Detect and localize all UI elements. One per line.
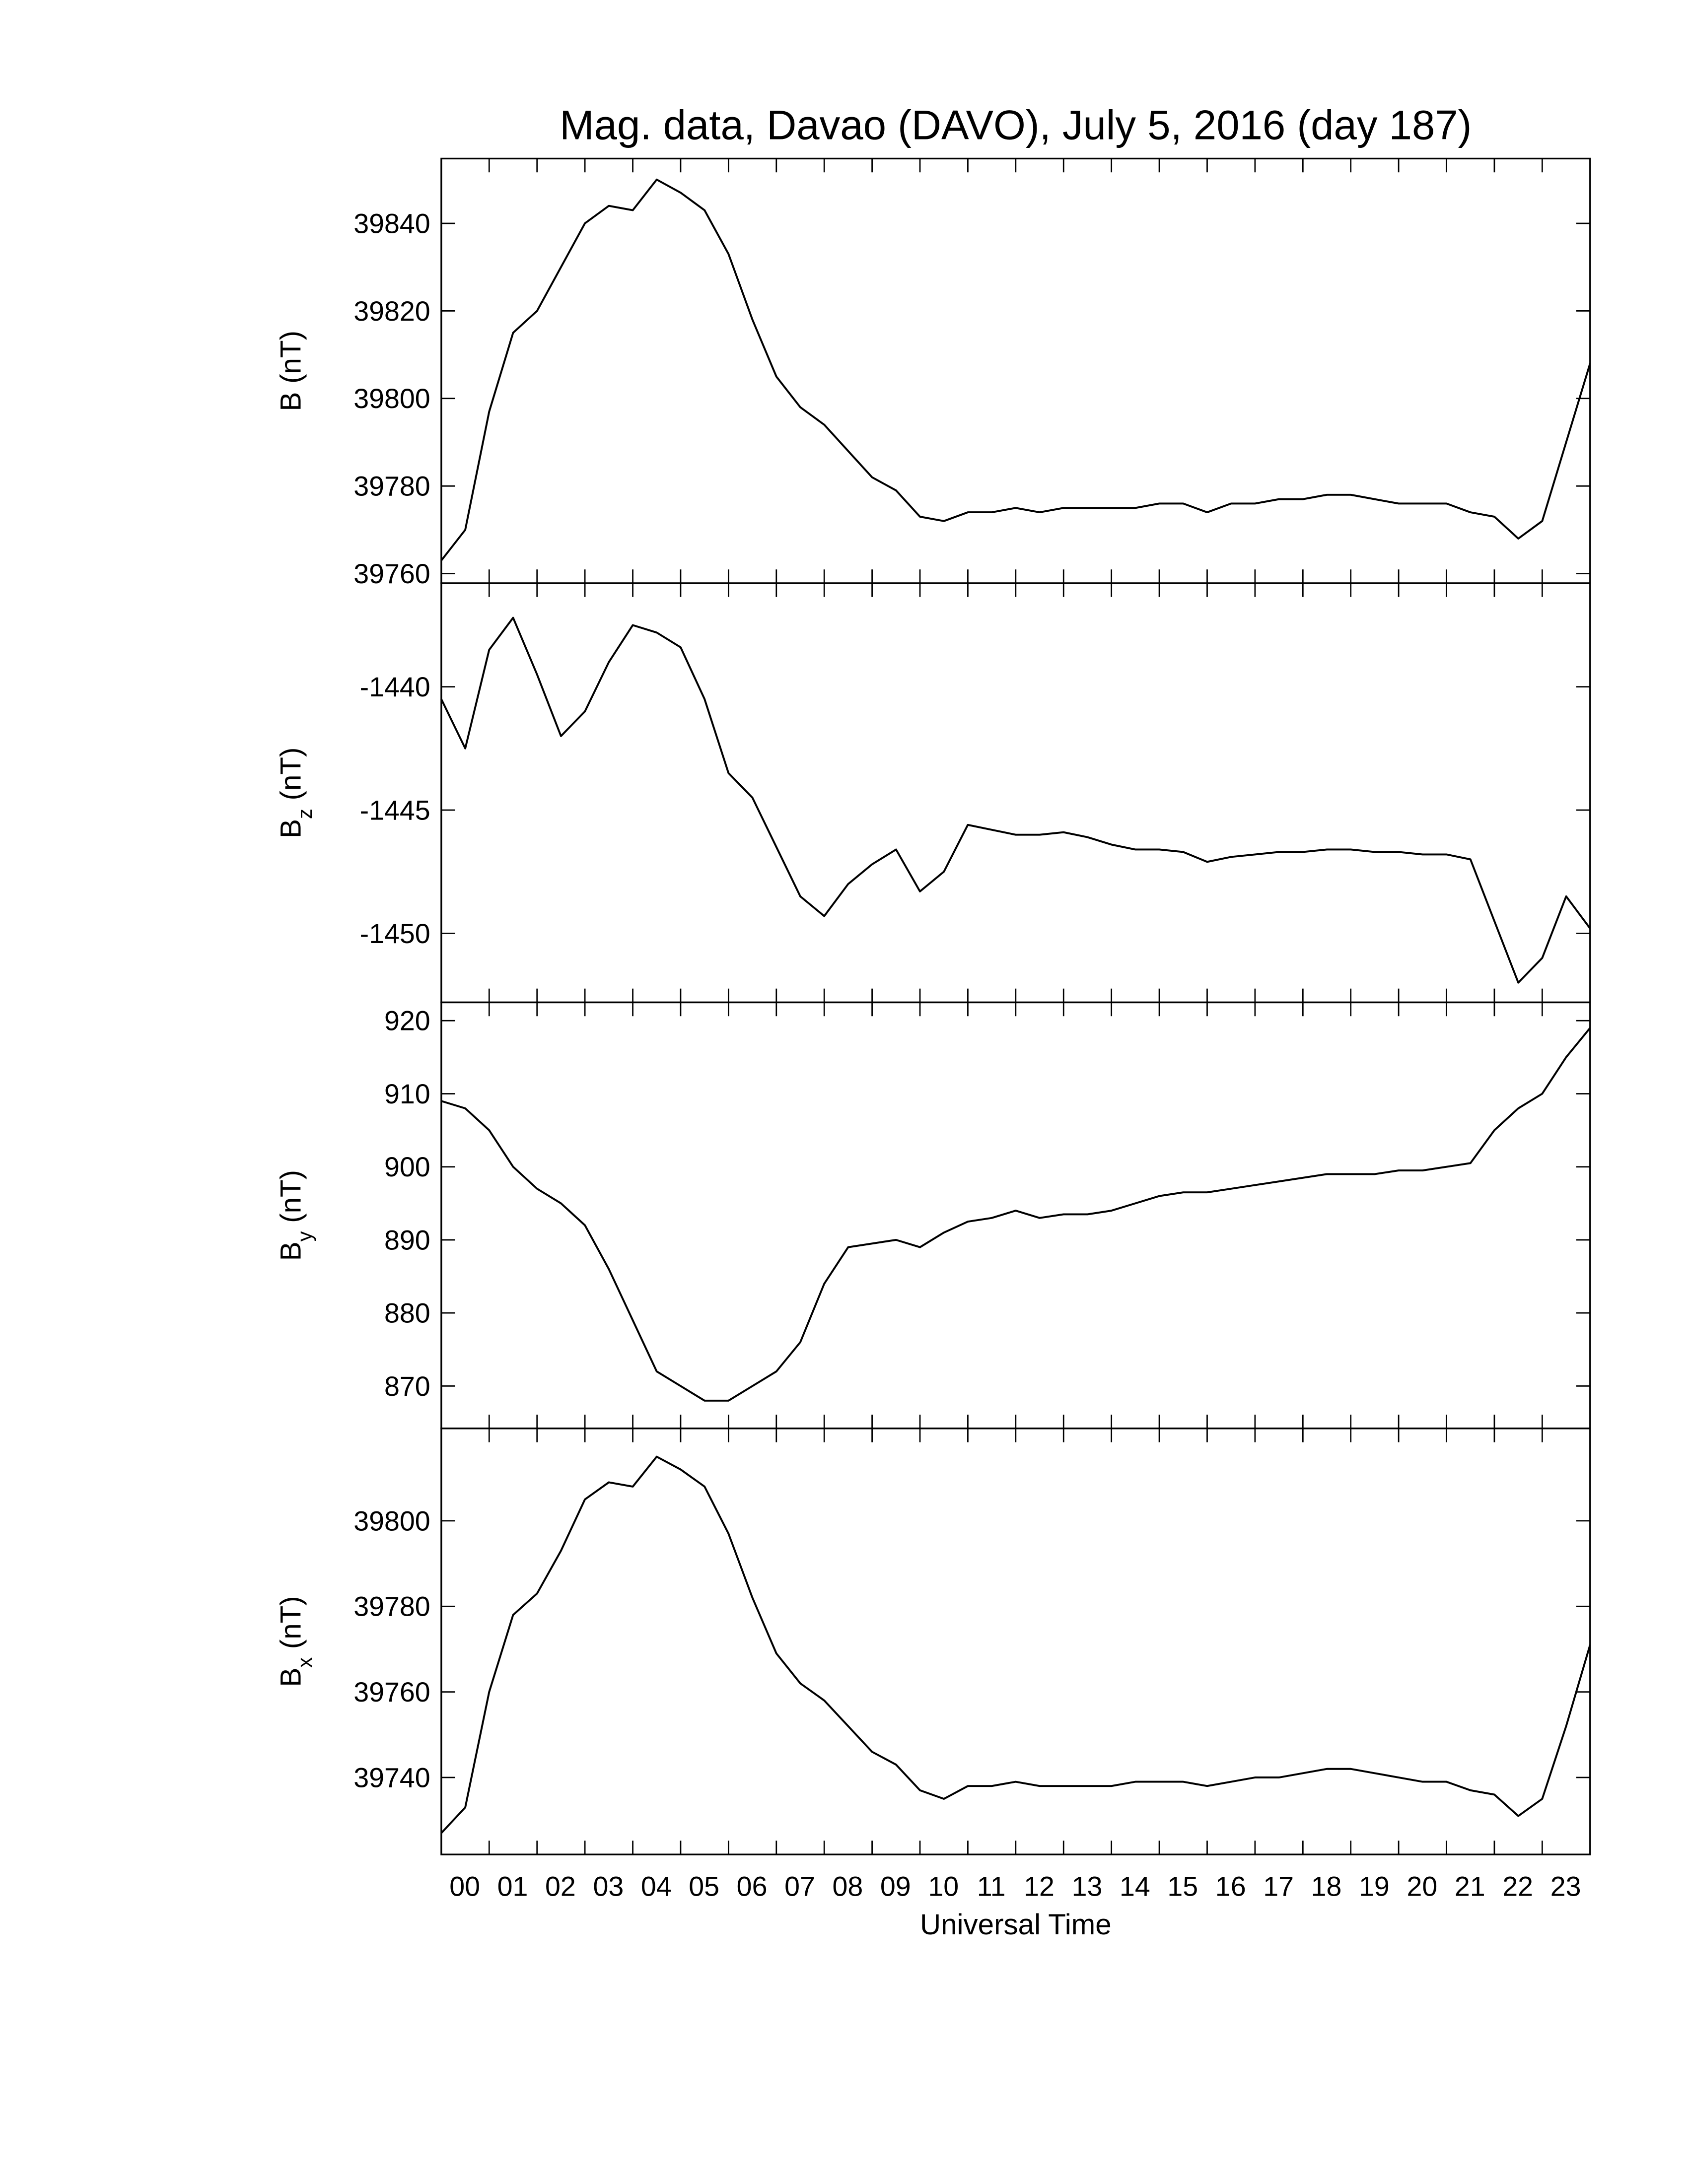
y-tick-label: 880	[384, 1298, 430, 1329]
y-axis-label: Bx (nT)	[275, 1596, 316, 1687]
y-tick-label: 39780	[353, 471, 430, 502]
x-tick-label: 11	[977, 1871, 1006, 1902]
y-tick-label: 870	[384, 1371, 430, 1402]
x-tick-label: 04	[641, 1871, 672, 1902]
y-label-unit: (nT)	[275, 1596, 307, 1649]
y-label-unit: (nT)	[275, 331, 307, 384]
y-axis-label: By (nT)	[275, 1170, 316, 1261]
x-tick-label: 15	[1167, 1871, 1198, 1902]
x-tick-label: 06	[737, 1871, 768, 1902]
x-tick-label: 00	[449, 1871, 480, 1902]
plot-frame	[440, 157, 1591, 584]
x-tick-label: 12	[1024, 1871, 1055, 1902]
y-label-symbol: B	[275, 1668, 307, 1687]
x-tick-label: 09	[880, 1871, 911, 1902]
x-tick-label: 17	[1263, 1871, 1294, 1902]
y-tick-label: -1440	[360, 672, 430, 702]
x-axis-label: Universal Time	[920, 1909, 1112, 1941]
plot-frame	[440, 582, 1591, 1004]
y-tick-label: 39800	[353, 1505, 430, 1536]
x-tick-label: 01	[497, 1871, 528, 1902]
data-line	[440, 1455, 1591, 1834]
y-tick-label: 39740	[353, 1762, 430, 1793]
chart-title: Mag. data, Davao (DAVO), July 5, 2016 (d…	[560, 102, 1472, 148]
x-tick-label: 23	[1550, 1871, 1581, 1902]
y-tick-label: -1445	[360, 795, 430, 825]
y-label-symbol: B	[275, 819, 307, 838]
y-tick-label: 39760	[353, 1677, 430, 1707]
x-tick-label: 21	[1455, 1871, 1485, 1902]
x-tick-label: 13	[1072, 1871, 1103, 1902]
y-tick-label: 39760	[353, 558, 430, 589]
x-tick-label: 05	[689, 1871, 719, 1902]
data-line	[441, 1027, 1591, 1402]
plot-frame	[440, 1428, 1591, 1855]
y-tick-label: 39780	[353, 1591, 430, 1622]
y-tick-label: 39800	[353, 383, 430, 414]
x-tick-label: 19	[1359, 1871, 1390, 1902]
y-tick-label: 920	[384, 1006, 430, 1036]
y-label-unit: (nT)	[275, 1170, 307, 1223]
x-tick-label: 16	[1215, 1871, 1246, 1902]
x-tick-label: 10	[928, 1871, 959, 1902]
y-tick-label: 890	[384, 1225, 430, 1255]
y-tick-label: 39820	[353, 296, 430, 327]
x-tick-label: 18	[1311, 1871, 1342, 1902]
x-tick-label: 22	[1502, 1871, 1533, 1902]
data-line	[440, 616, 1591, 984]
x-tick-label: 20	[1407, 1871, 1437, 1902]
x-tick-label: 02	[545, 1871, 576, 1902]
x-tick-label: 07	[784, 1871, 815, 1902]
data-line	[440, 178, 1591, 561]
plot-frame	[440, 1001, 1591, 1430]
y-label-unit: (nT)	[275, 748, 307, 801]
y-label-symbol: B	[275, 392, 307, 411]
y-axis-label: B (nT)	[275, 331, 307, 411]
y-tick-label: -1450	[360, 918, 430, 949]
y-axis-label: Bz (nT)	[275, 748, 316, 838]
x-tick-label: 14	[1120, 1871, 1150, 1902]
y-label-subscript: y	[293, 1231, 316, 1241]
y-tick-label: 900	[384, 1152, 430, 1182]
x-tick-label: 08	[833, 1871, 863, 1902]
y-label-subscript: z	[293, 809, 316, 819]
y-tick-label: 39840	[353, 208, 430, 239]
y-tick-label: 910	[384, 1079, 430, 1109]
x-tick-label: 03	[593, 1871, 624, 1902]
y-label-subscript: x	[293, 1657, 316, 1668]
y-label-symbol: B	[275, 1241, 307, 1261]
